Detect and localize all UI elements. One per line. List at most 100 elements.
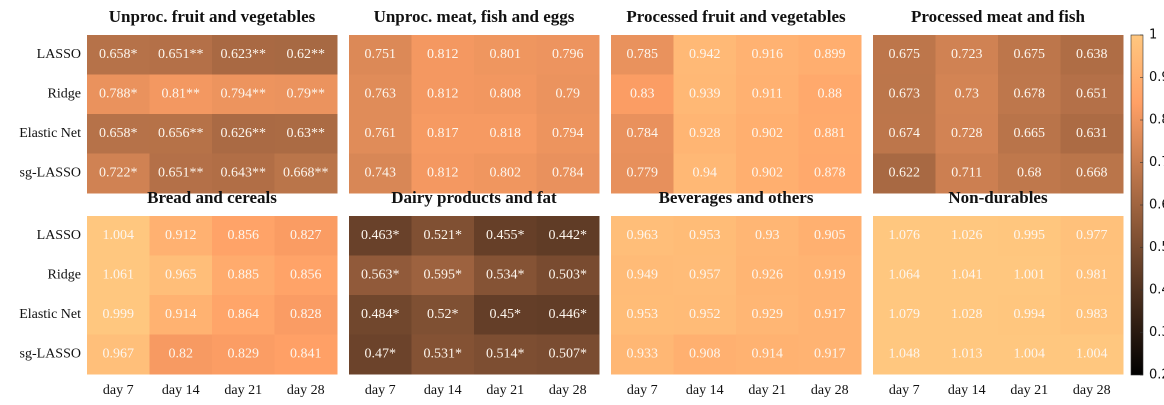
heatmap-cell bbox=[873, 216, 936, 256]
heatmap-cell bbox=[798, 114, 862, 154]
heatmap-cell bbox=[935, 114, 999, 154]
heatmap-cell bbox=[536, 114, 600, 154]
heatmap-cell bbox=[149, 35, 213, 75]
column-label: day 28 bbox=[1073, 383, 1111, 398]
heatmap-cell bbox=[411, 114, 475, 154]
cell-label: 0.981 bbox=[1076, 267, 1108, 282]
heatmap-cell bbox=[349, 35, 412, 75]
column-label: day 28 bbox=[811, 383, 849, 398]
column-label: day 14 bbox=[162, 383, 200, 398]
cell-label: 0.928 bbox=[689, 126, 721, 141]
cell-label: 0.658* bbox=[99, 126, 138, 141]
cell-label: 0.711 bbox=[951, 165, 982, 180]
heatmap-cell bbox=[935, 74, 999, 115]
heatmap-cell bbox=[212, 74, 275, 115]
heatmap-cell bbox=[474, 114, 537, 154]
heatmap-cell bbox=[935, 216, 999, 256]
heatmap-cell bbox=[349, 334, 412, 375]
heatmap-cell bbox=[798, 334, 862, 375]
cell-label: 0.784 bbox=[552, 165, 584, 180]
heatmap-cell bbox=[411, 153, 475, 194]
column-label: day 21 bbox=[224, 383, 262, 398]
heatmap-cell bbox=[411, 216, 475, 256]
heatmap-cell bbox=[274, 74, 338, 115]
heatmap-cell bbox=[212, 35, 275, 75]
heatmap-cell bbox=[149, 153, 213, 194]
heatmap-cell bbox=[673, 114, 737, 154]
heatmap-cell bbox=[149, 334, 213, 375]
cell-label: 0.656** bbox=[158, 126, 204, 141]
cell-label: 0.47* bbox=[365, 346, 397, 361]
cell-label: 0.442* bbox=[549, 228, 588, 243]
heatmap-cell bbox=[873, 334, 936, 375]
heatmap-cell bbox=[536, 35, 600, 75]
colorbar-tick-label: 0.4 bbox=[1149, 283, 1164, 298]
heatmap-cell bbox=[798, 216, 862, 256]
colorbar-tick-label: 0.6 bbox=[1149, 198, 1164, 213]
cell-label: 0.908 bbox=[689, 346, 721, 361]
cell-label: 0.949 bbox=[627, 267, 659, 282]
heatmap-cell bbox=[736, 35, 799, 75]
cell-label: 0.728 bbox=[951, 126, 983, 141]
heatmap-cell bbox=[274, 334, 338, 375]
cell-label: 0.812 bbox=[427, 47, 459, 62]
heatmap-cell bbox=[536, 153, 600, 194]
cell-label: 1.076 bbox=[889, 228, 921, 243]
heatmap-cell bbox=[873, 114, 936, 154]
colorbar-tick-label: 0.3 bbox=[1149, 325, 1164, 340]
cell-label: 0.722* bbox=[99, 165, 138, 180]
column-label: day 7 bbox=[627, 383, 658, 398]
heatmap-cell bbox=[149, 74, 213, 115]
heatmap-cell bbox=[1060, 216, 1124, 256]
cell-label: 0.675 bbox=[1014, 47, 1046, 62]
panel-title: Beverages and others bbox=[659, 188, 814, 207]
column-label: day 14 bbox=[686, 383, 724, 398]
cell-label: 0.911 bbox=[752, 86, 783, 101]
row-label: LASSO bbox=[37, 47, 81, 62]
cell-label: 0.919 bbox=[814, 267, 846, 282]
panel-title: Dairy products and fat bbox=[391, 188, 557, 207]
cell-label: 0.521* bbox=[424, 228, 463, 243]
heatmap-cell bbox=[274, 295, 338, 335]
cell-label: 0.668** bbox=[283, 165, 329, 180]
heatmap-cell bbox=[536, 255, 600, 296]
cell-label: 0.994 bbox=[1014, 307, 1046, 322]
heatmap-cell bbox=[611, 216, 674, 256]
heatmap-cell bbox=[149, 216, 213, 256]
cell-label: 0.651** bbox=[158, 165, 204, 180]
cell-label: 0.977 bbox=[1076, 228, 1108, 243]
heatmap-cell bbox=[411, 334, 475, 375]
cell-label: 0.675 bbox=[889, 47, 921, 62]
cell-label: 0.665 bbox=[1014, 126, 1046, 141]
column-label: day 14 bbox=[948, 383, 986, 398]
heatmap-cell bbox=[998, 114, 1061, 154]
cell-label: 0.788* bbox=[99, 86, 138, 101]
cell-label: 0.812 bbox=[427, 165, 459, 180]
heatmap-cell bbox=[474, 74, 537, 115]
heatmap-cell bbox=[411, 35, 475, 75]
cell-label: 0.623** bbox=[221, 47, 267, 62]
panel-title: Unproc. meat, fish and eggs bbox=[374, 7, 575, 26]
row-label: Elastic Net bbox=[19, 126, 81, 141]
cell-label: 0.914 bbox=[165, 307, 197, 322]
cell-label: 0.534* bbox=[486, 267, 525, 282]
cell-label: 0.638 bbox=[1076, 47, 1108, 62]
cell-label: 0.926 bbox=[752, 267, 784, 282]
heatmap-cell bbox=[611, 295, 674, 335]
heatmap-cell bbox=[998, 216, 1061, 256]
heatmap-cell bbox=[673, 74, 737, 115]
heatmap-cell bbox=[611, 334, 674, 375]
cell-label: 0.446* bbox=[549, 307, 588, 322]
heatmap-cell bbox=[935, 295, 999, 335]
cell-label: 0.88 bbox=[818, 86, 843, 101]
cell-label: 0.94 bbox=[693, 165, 718, 180]
column-label: day 21 bbox=[748, 383, 786, 398]
cell-label: 0.864 bbox=[228, 307, 260, 322]
cell-label: 0.651** bbox=[158, 47, 204, 62]
row-label: sg-LASSO bbox=[20, 165, 81, 180]
cell-label: 0.79** bbox=[287, 86, 326, 101]
cell-label: 0.933 bbox=[627, 346, 659, 361]
cell-label: 0.68 bbox=[1017, 165, 1042, 180]
heatmap-cell bbox=[611, 153, 674, 194]
